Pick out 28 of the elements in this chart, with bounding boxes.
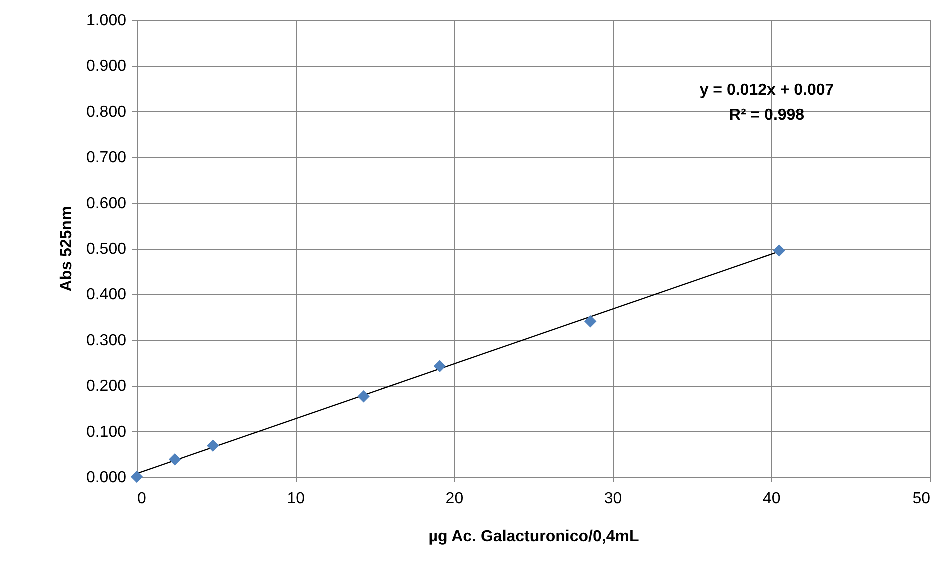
- y-tick-label: 0.400: [86, 286, 127, 304]
- x-tick-label: 0: [138, 490, 146, 508]
- y-tick-label: 0.500: [86, 241, 127, 258]
- y-tick-label: 0.200: [86, 378, 127, 396]
- point: [773, 244, 786, 257]
- point: [584, 315, 597, 328]
- annotation: R² = 0.998: [729, 107, 805, 124]
- y-tick-label: 0.600: [86, 195, 127, 212]
- y-tick-label: 0.100: [86, 424, 127, 441]
- point: [130, 470, 144, 484]
- point: [434, 360, 446, 373]
- x-tick-label: 40: [763, 490, 781, 508]
- point: [168, 454, 182, 466]
- annotation: y = 0.012x + 0.007: [700, 82, 834, 99]
- y-tick-label: 0.300: [86, 332, 127, 350]
- y-tick-label: 0.800: [86, 104, 127, 121]
- x-tick-label: 20: [446, 490, 464, 508]
- y-tick-label: 0.700: [86, 150, 127, 167]
- y-axis-title: Abs 525nm: [58, 206, 76, 292]
- x-tick-label: 10: [287, 490, 306, 508]
- y-tick-label: 0.900: [86, 58, 127, 76]
- y-tick-label: 1.000: [86, 12, 127, 30]
- point: [358, 390, 370, 403]
- x-tick-label: 50: [912, 490, 931, 508]
- point: [207, 440, 220, 452]
- x-axis-title: µg Ac. Galacturonico/0,4mL: [428, 528, 640, 546]
- y-tick-label: 0.000: [86, 470, 127, 486]
- x-tick-label: 30: [604, 490, 622, 508]
